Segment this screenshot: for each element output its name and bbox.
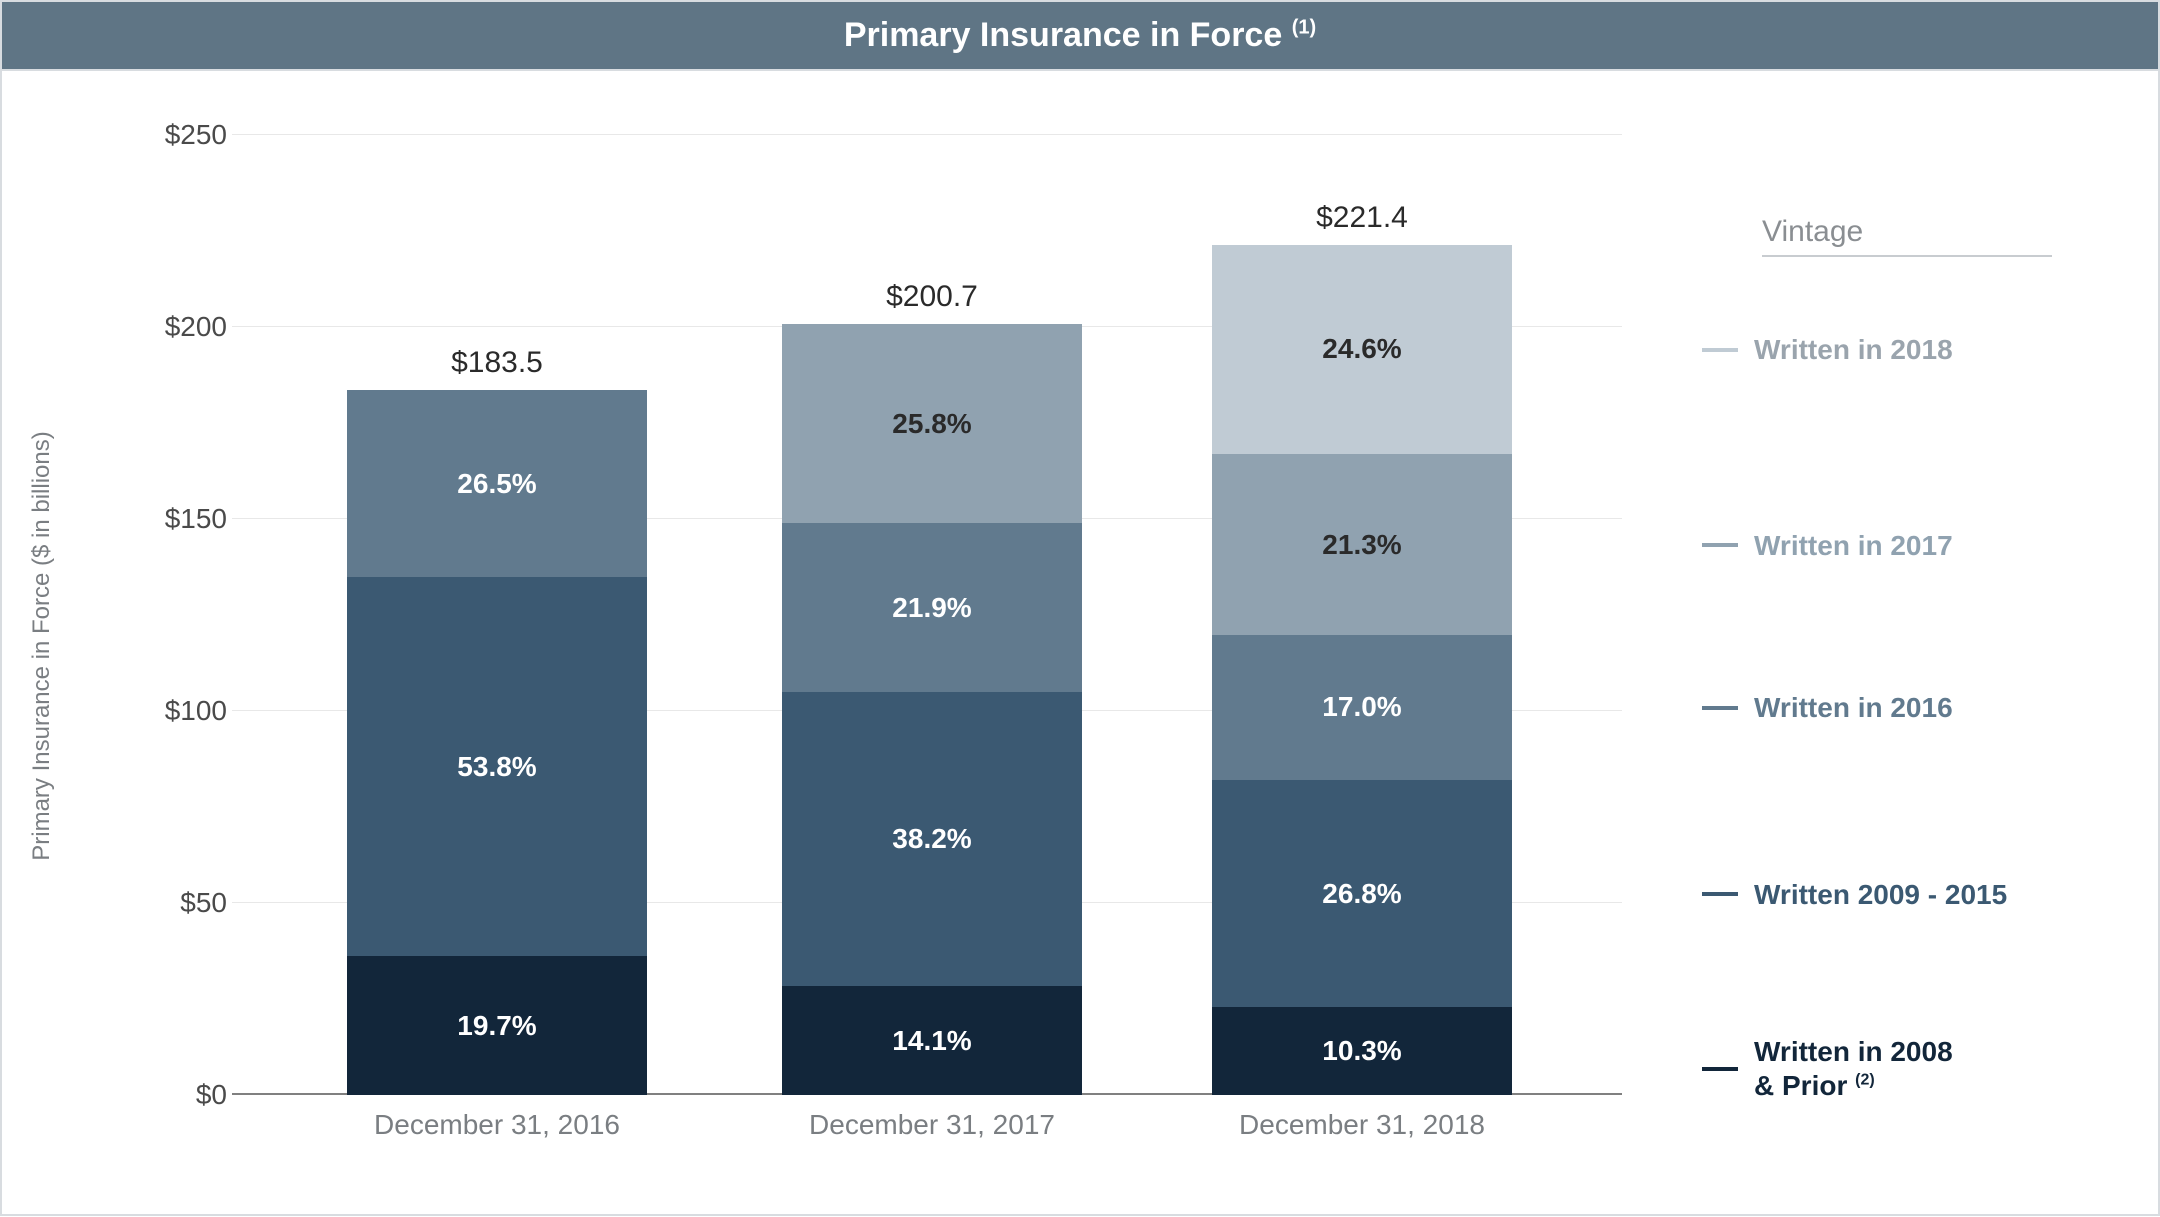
bar-segment: 21.9% [782, 523, 1082, 692]
legend-item: Written in 2018 [1702, 333, 1953, 367]
bar-segment: 19.7% [347, 956, 647, 1095]
legend-swatch [1702, 706, 1738, 710]
bar-segment: 10.3% [1212, 1007, 1512, 1095]
bar-total-label: $200.7 [782, 280, 1082, 314]
y-tick-label: $250 [142, 119, 227, 151]
bar-group: 14.1%38.2%21.9%25.8%$200.7December 31, 2… [782, 324, 1082, 1095]
legend-label: Written 2009 - 2015 [1754, 878, 2007, 912]
legend-swatch [1702, 348, 1738, 352]
y-tick-label: $100 [142, 695, 227, 727]
chart-body: Primary Insurance in Force ($ in billion… [2, 75, 2158, 1217]
chart-title-footnote: (1) [1292, 17, 1316, 39]
legend-label: Written in 2018 [1754, 333, 1953, 367]
x-tick-label: December 31, 2018 [1239, 1109, 1485, 1141]
bar-segment: 38.2% [782, 692, 1082, 986]
y-axis-ticks: $0$50$100$150$200$250 [142, 135, 227, 1095]
legend-item: Written in 2017 [1702, 529, 1953, 563]
y-axis-label: Primary Insurance in Force ($ in billion… [28, 431, 56, 860]
bar-segment: 26.5% [347, 390, 647, 577]
legend-item: Written 2009 - 2015 [1702, 878, 2007, 912]
bar-segment: 53.8% [347, 577, 647, 956]
chart-container: Primary Insurance in Force (1) Primary I… [0, 0, 2160, 1216]
y-tick-label: $50 [142, 887, 227, 919]
bar-group: 19.7%53.8%26.5%$183.5December 31, 2016 [347, 390, 647, 1095]
bar-segment: 26.8% [1212, 780, 1512, 1008]
legend-swatch [1702, 543, 1738, 547]
bar-total-label: $221.4 [1212, 201, 1512, 235]
bar-segment: 14.1% [782, 986, 1082, 1095]
y-tick-label: $0 [142, 1079, 227, 1111]
legend: Vintage Written in 2018 Written in 2017 Wr… [1662, 135, 2122, 1095]
bar-segment: 24.6% [1212, 245, 1512, 454]
bar-total-label: $183.5 [347, 346, 647, 380]
legend-label: Written in 2008& Prior (2) [1754, 1035, 1953, 1102]
legend-label: Written in 2017 [1754, 529, 1953, 563]
legend-item: Written in 2008& Prior (2) [1702, 1035, 1953, 1102]
plot-area: 19.7%53.8%26.5%$183.5December 31, 2016 14… [232, 135, 1622, 1095]
legend-swatch [1702, 1067, 1738, 1071]
y-tick-label: $150 [142, 503, 227, 535]
x-tick-label: December 31, 2017 [809, 1109, 1055, 1141]
legend-label: Written in 2016 [1754, 691, 1953, 725]
chart-title-bar: Primary Insurance in Force (1) [2, 2, 2158, 71]
gridline [232, 134, 1622, 135]
chart-title: Primary Insurance in Force [844, 16, 1282, 54]
legend-item: Written in 2016 [1702, 691, 1953, 725]
bar-segment: 17.0% [1212, 635, 1512, 780]
legend-swatch [1702, 892, 1738, 896]
bar-segment: 21.3% [1212, 454, 1512, 635]
x-tick-label: December 31, 2016 [374, 1109, 620, 1141]
bar-segment: 25.8% [782, 324, 1082, 523]
y-tick-label: $200 [142, 311, 227, 343]
legend-title: Vintage [1762, 215, 2052, 257]
bar-group: 10.3%26.8%17.0%21.3%24.6%$221.4December … [1212, 245, 1512, 1095]
